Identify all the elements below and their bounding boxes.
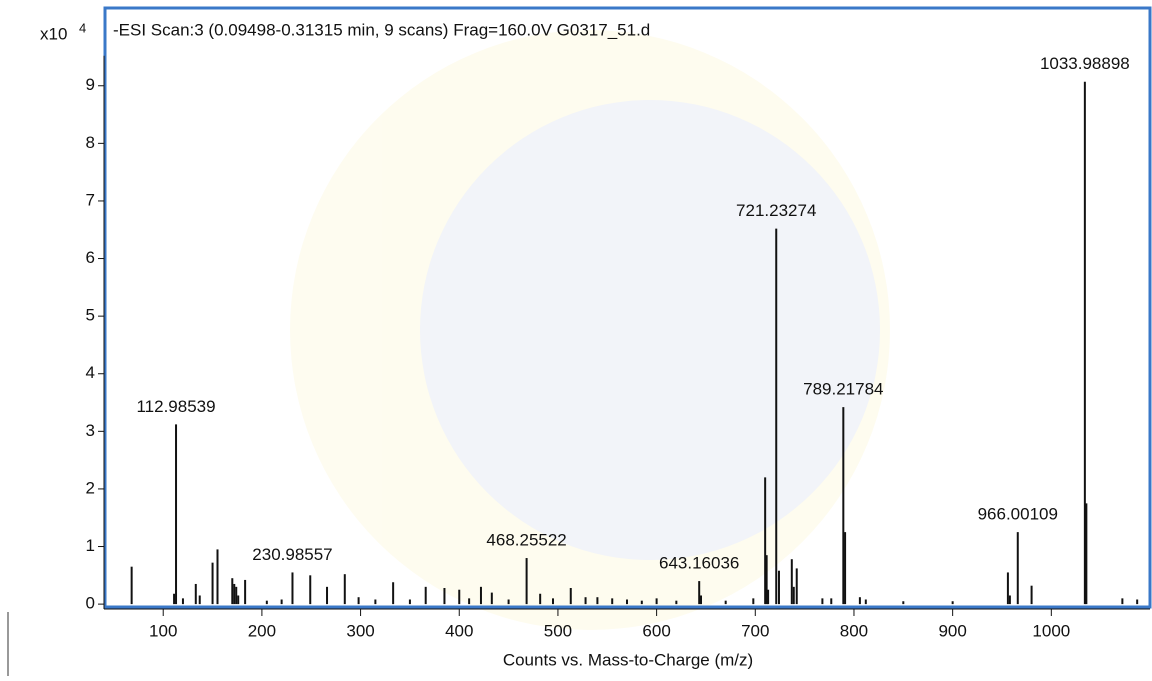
peak-label: 789.21784 — [803, 380, 883, 399]
chart-title: -ESI Scan:3 (0.09498-0.31315 min, 9 scan… — [113, 20, 650, 39]
x-tick-label: 700 — [741, 621, 769, 640]
y-tick-label: 6 — [86, 248, 95, 267]
x-tick-label: 1000 — [1032, 621, 1070, 640]
x-tick-label: 500 — [544, 621, 572, 640]
watermark — [290, 30, 890, 630]
plot-frame — [103, 6, 1152, 609]
x-tick-label: 600 — [642, 621, 670, 640]
peak-label: 721.23274 — [736, 201, 816, 220]
x-tick-label: 300 — [346, 621, 374, 640]
y-tick-label: 8 — [86, 133, 95, 152]
peak-label: 966.00109 — [978, 505, 1058, 524]
peak-label: 230.98557 — [252, 545, 332, 564]
y-multiplier: x10 — [40, 24, 67, 43]
y-tick-label: 3 — [86, 421, 95, 440]
peak-label: 112.98539 — [136, 397, 215, 416]
x-tick-label: 900 — [938, 621, 966, 640]
peak-label: 468.25522 — [486, 531, 566, 550]
y-multiplier-exponent: 4 — [79, 20, 86, 35]
x-axis-label: Counts vs. Mass-to-Charge (m/z) — [503, 650, 753, 669]
x-tick-label: 200 — [248, 621, 276, 640]
x-tick-label: 400 — [445, 621, 473, 640]
y-tick-label: 5 — [86, 306, 95, 325]
y-tick-label: 4 — [86, 363, 95, 382]
x-tick-label: 800 — [840, 621, 868, 640]
x-tick-label: 100 — [149, 621, 177, 640]
peak-label: 1033.98898 — [1040, 54, 1130, 73]
y-tick-label: 1 — [86, 536, 95, 555]
y-tick-label: 0 — [86, 594, 95, 613]
y-tick-label: 2 — [86, 478, 95, 497]
y-tick-label: 7 — [86, 190, 95, 209]
y-tick-label: 9 — [86, 75, 95, 94]
peak-label: 643.16036 — [659, 554, 739, 573]
